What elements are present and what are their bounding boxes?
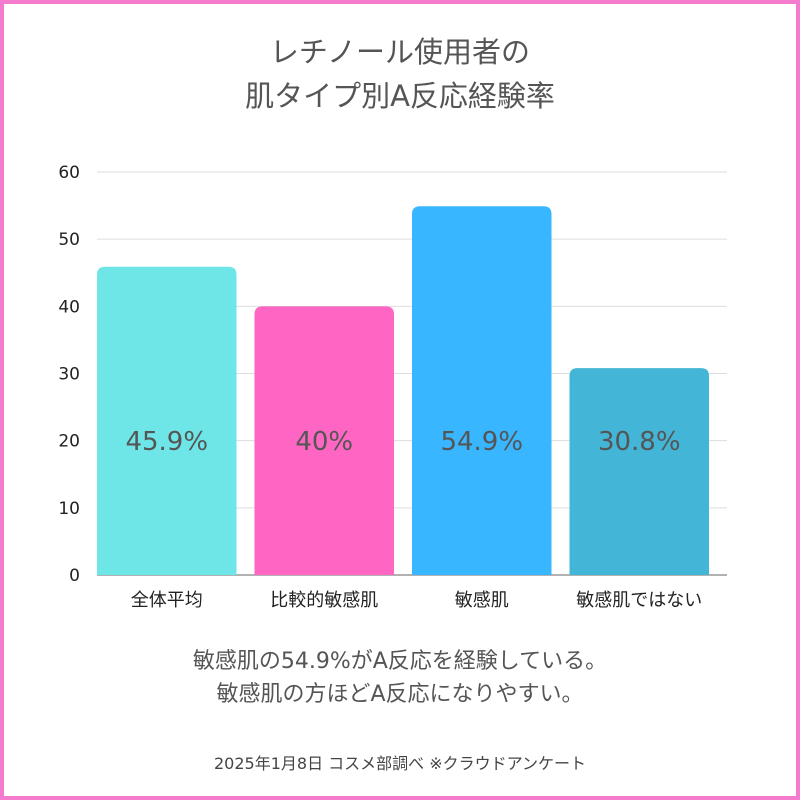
bar-3 [412, 206, 552, 575]
data-label-1: 45.9% [125, 427, 208, 457]
category-label-2: 比較的敏感肌 [270, 590, 378, 611]
chart-caption: 敏感肌の54.9%がA反応を経験している。 敏感肌の方ほどA反応になりやすい。 [0, 645, 800, 711]
chart-title: レチノール使用者の 肌タイプ別A反応経験率 [0, 30, 800, 118]
y-tick-label: 30 [58, 365, 80, 385]
y-tick-label: 50 [58, 230, 80, 250]
data-labels: 45.9% 40% 54.9% 30.8% [125, 427, 680, 457]
data-label-4: 30.8% [598, 427, 681, 457]
bar-1 [97, 266, 237, 575]
caption-line-2: 敏感肌の方ほどA反応になりやすい。 [216, 682, 584, 707]
caption-line-1: 敏感肌の54.9%がA反応を経験している。 [192, 649, 608, 674]
y-axis-ticks: 0 10 20 30 40 50 60 [58, 163, 80, 586]
data-label-2: 40% [295, 427, 353, 457]
bar-2 [254, 306, 394, 575]
y-tick-label: 60 [58, 163, 80, 183]
bar-4 [569, 368, 709, 575]
y-tick-label: 20 [58, 432, 80, 452]
y-tick-label: 10 [58, 499, 80, 519]
category-label-1: 全体平均 [131, 590, 203, 611]
chart-title-line-1: レチノール使用者の [269, 35, 531, 69]
category-label-4: 敏感肌ではない [576, 590, 702, 611]
data-label-3: 54.9% [440, 427, 523, 457]
y-tick-label: 40 [58, 297, 80, 317]
bars [97, 206, 709, 575]
source-footnote: 2025年1月8日 コスメ部調べ ※クラウドアンケート [213, 754, 587, 773]
x-axis-categories: 全体平均 比較的敏感肌 敏感肌 敏感肌ではない [131, 590, 703, 611]
category-label-3: 敏感肌 [455, 590, 509, 611]
chart-title-line-2: 肌タイプ別A反応経験率 [245, 79, 555, 113]
y-tick-label: 0 [69, 566, 80, 586]
